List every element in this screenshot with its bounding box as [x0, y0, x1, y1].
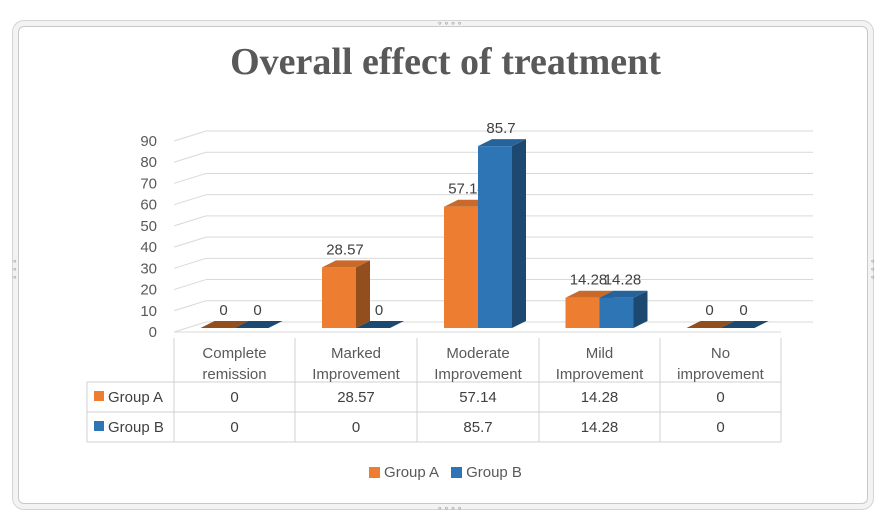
table-cell: 14.28: [581, 389, 619, 406]
y-tick-label: 90: [140, 133, 157, 150]
y-tick-label: 50: [140, 218, 157, 235]
gridline-diagonal: [173, 194, 207, 206]
legend-label: Group A: [384, 464, 440, 481]
bar-top-group-b: [599, 290, 648, 298]
y-tick-label: 80: [140, 154, 157, 171]
data-label: 0: [375, 302, 383, 319]
legend-swatch: [369, 467, 381, 478]
legend-item: Group A: [369, 464, 439, 481]
legend-item: Group B: [451, 464, 522, 481]
bar-group-b: [599, 297, 634, 328]
chart-frame: [18, 26, 868, 504]
data-label: 85.7: [486, 120, 515, 137]
category-label: Complete: [202, 345, 266, 362]
resize-handle-top[interactable]: ∘∘∘∘: [437, 19, 464, 29]
bar-top-group-b: [234, 321, 283, 328]
table-cell: 57.14: [459, 389, 497, 406]
data-label: 0: [705, 302, 713, 319]
bar-top-group-a: [200, 321, 249, 328]
category-label: Improvement: [312, 366, 400, 383]
category-label: improvement: [677, 366, 765, 383]
data-label: 28.57: [326, 241, 364, 258]
y-tick-label: 40: [140, 239, 157, 256]
chart-legend: Group A Group B: [0, 464, 891, 481]
y-tick-label: 20: [140, 282, 157, 299]
gridline-diagonal: [173, 151, 207, 163]
table-cell: 0: [230, 419, 238, 436]
bar-group-a: [565, 297, 600, 328]
gridline-diagonal: [173, 172, 207, 184]
table-cell: 0: [716, 419, 724, 436]
y-tick-label: 60: [140, 197, 157, 214]
table-cell: 28.57: [337, 389, 375, 406]
resize-handle-left[interactable]: ∘ ∘ ∘: [12, 257, 19, 283]
table-cell: 85.7: [463, 419, 492, 436]
category-label: Marked: [331, 345, 381, 362]
bar-side-group-b: [633, 290, 648, 328]
category-label: Moderate: [446, 345, 509, 362]
bar-top-group-b: [478, 139, 526, 147]
data-label: 57.14: [448, 181, 486, 198]
bar-top-group-a: [322, 260, 370, 268]
gridline-diagonal: [173, 236, 207, 248]
category-label: remission: [202, 366, 266, 383]
table-legend-key: [94, 391, 104, 401]
gridline-diagonal: [173, 279, 207, 291]
table-series-name: Group B: [108, 419, 164, 436]
gridline-diagonal: [173, 130, 207, 142]
bar-top-group-a: [686, 321, 735, 328]
bar-group-b: [478, 146, 512, 328]
y-tick-label: 10: [140, 303, 157, 320]
table-series-name: Group A: [108, 389, 163, 406]
bar-top-group-b: [720, 321, 769, 328]
data-label: 14.28: [604, 272, 642, 289]
category-label: Improvement: [556, 366, 644, 383]
y-tick-label: 30: [140, 260, 157, 277]
bar-top-group-a: [565, 290, 614, 298]
table-cell: 14.28: [581, 419, 619, 436]
resize-handle-right[interactable]: ∘ ∘ ∘: [870, 257, 877, 283]
table-cell: 0: [352, 419, 360, 436]
category-label: Mild: [586, 345, 614, 362]
bar-top-group-b: [356, 321, 404, 328]
data-label: 0: [739, 302, 747, 319]
table-cell: 0: [230, 389, 238, 406]
category-label: Improvement: [434, 366, 522, 383]
data-label: 0: [219, 302, 227, 319]
gridline-diagonal: [173, 257, 207, 269]
bar-side-group-a: [356, 260, 370, 328]
table-legend-key: [94, 421, 104, 431]
y-tick-label: 0: [149, 324, 157, 341]
legend-label: Group B: [466, 464, 522, 481]
gridline-diagonal: [173, 321, 207, 333]
bar-group-a: [322, 267, 356, 328]
bar-side-group-b: [512, 139, 526, 328]
chart-title: Overall effect of treatment: [230, 41, 661, 83]
data-label: 14.28: [570, 272, 608, 289]
data-label: 0: [253, 302, 261, 319]
gridline-diagonal: [173, 300, 207, 312]
legend-swatch: [451, 467, 463, 478]
category-label: No: [711, 345, 730, 362]
resize-handle-bottom[interactable]: ∘∘∘∘: [437, 504, 464, 514]
table-cell: 0: [716, 389, 724, 406]
gridline-diagonal: [173, 215, 207, 227]
bar-group-a: [444, 206, 478, 328]
y-tick-label: 70: [140, 175, 157, 192]
